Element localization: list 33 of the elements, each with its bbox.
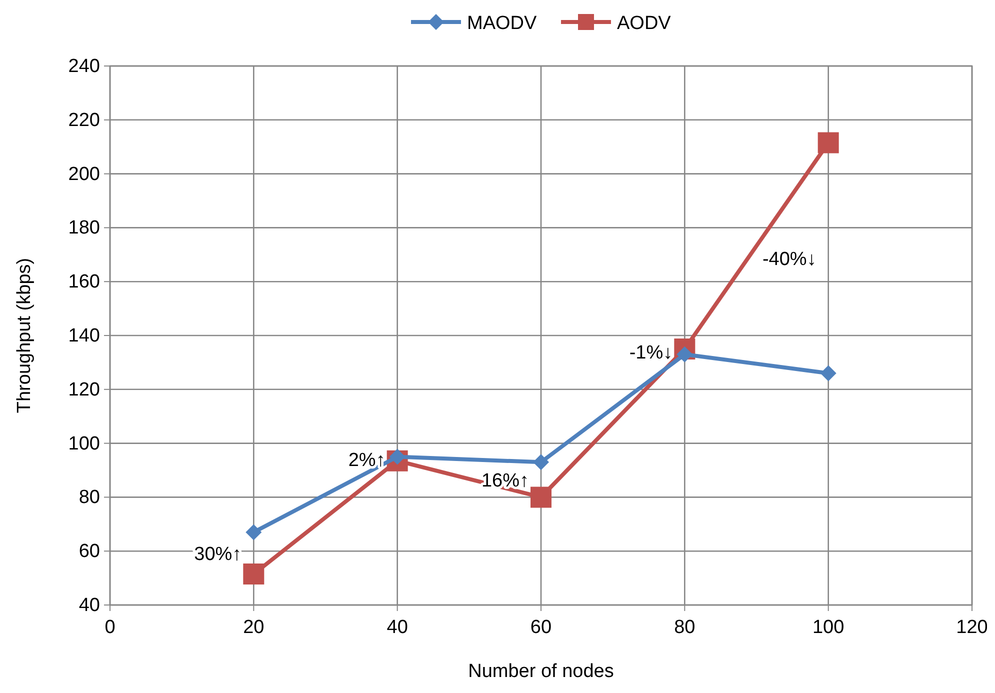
y-tick-label: 140 xyxy=(68,326,100,346)
y-tick-label: 200 xyxy=(68,164,100,185)
x-tick-label: 0 xyxy=(104,617,116,638)
annotation: 16%↑ xyxy=(481,470,529,492)
y-tick-label: 120 xyxy=(68,379,100,400)
point xyxy=(533,454,549,470)
point xyxy=(243,564,264,585)
x-tick-label: 20 xyxy=(243,617,264,638)
annotation: -40%↓ xyxy=(762,249,816,270)
y-tick-label: 220 xyxy=(68,110,100,131)
point xyxy=(246,524,262,540)
y-tick-label: 60 xyxy=(78,541,100,562)
legend-label: MAODV xyxy=(467,13,537,34)
x-tick-label: 100 xyxy=(812,617,844,638)
x-tick-label: 60 xyxy=(530,617,552,638)
y-tick-label: 40 xyxy=(78,595,100,616)
y-tick-label: 100 xyxy=(68,433,100,454)
x-tick-label: 40 xyxy=(386,617,408,638)
point xyxy=(820,365,836,382)
y-tick-label: 80 xyxy=(78,487,100,508)
y-axis-title: Throughput (kbps) xyxy=(14,258,35,414)
y-tick-label: 240 xyxy=(68,56,100,77)
legend-label: AODV xyxy=(617,13,672,34)
annotation: 30%↑ xyxy=(194,544,242,566)
point xyxy=(818,132,839,154)
annotation: -1%↓ xyxy=(629,342,673,364)
y-tick-label: 160 xyxy=(68,272,100,293)
y-tick-label: 180 xyxy=(68,218,100,239)
x-tick-label: 80 xyxy=(674,617,696,638)
point xyxy=(530,486,552,508)
x-axis-title: Number of nodes xyxy=(468,661,614,682)
x-tick-label: 120 xyxy=(956,617,988,638)
annotation: 2%↑ xyxy=(348,450,386,471)
